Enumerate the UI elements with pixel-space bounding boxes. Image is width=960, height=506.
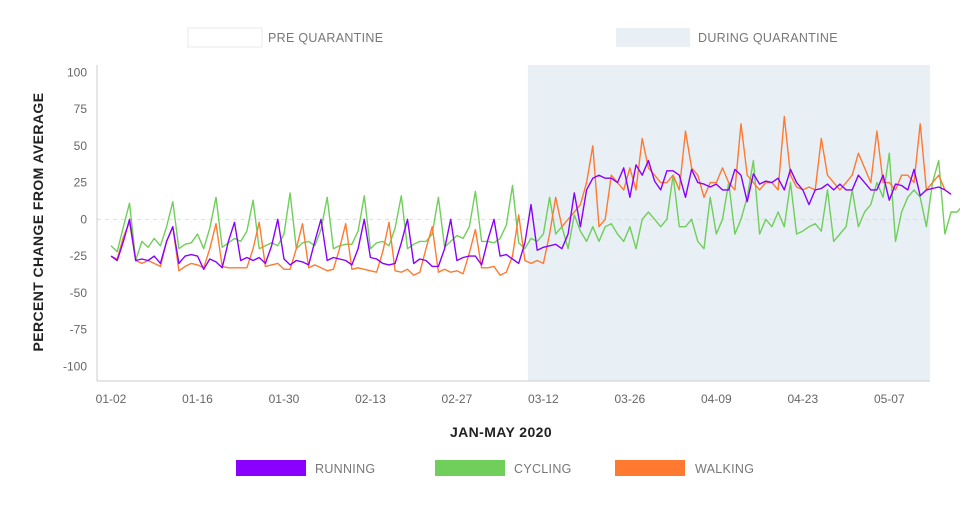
legend-swatch-during-quarantine: [616, 28, 690, 47]
y-tick-label: 50: [74, 139, 88, 153]
quarantine-shaded-region: [527, 65, 930, 381]
y-tick-label: -100: [63, 359, 87, 373]
plot-area: [96, 65, 960, 382]
y-tick-label: -25: [70, 249, 88, 263]
legend-label-running: RUNNING: [315, 462, 375, 476]
y-axis-ticks: 100 75 50 25 0 -25 -50 -75 -100: [63, 65, 87, 373]
legend-label-during-quarantine: DURING QUARANTINE: [698, 31, 838, 45]
x-tick-label: 04-23: [787, 392, 818, 406]
y-tick-label: 75: [74, 102, 88, 116]
legend-swatch-cycling: [435, 460, 505, 476]
y-tick-label: -75: [70, 323, 88, 337]
series-line-cycling: [110, 152, 960, 262]
x-tick-label: 04-09: [701, 392, 732, 406]
legend-label-pre-quarantine: PRE QUARANTINE: [268, 31, 383, 45]
legend-swatch-running: [236, 460, 306, 476]
x-tick-label: 03-12: [528, 392, 559, 406]
y-tick-label: 25: [74, 176, 88, 190]
legend-swatch-pre-quarantine: [187, 27, 263, 48]
y-axis-title: PERCENT CHANGE FROM AVERAGE: [30, 93, 46, 352]
x-tick-label: 01-30: [269, 392, 300, 406]
legend-swatch-walking: [615, 460, 685, 476]
x-tick-label: 02-13: [355, 392, 386, 406]
x-tick-label: 01-02: [96, 392, 127, 406]
y-tick-label: 0: [80, 212, 87, 226]
series-lines: [110, 115, 960, 276]
legend-label-walking: WALKING: [695, 462, 754, 476]
y-tick-label: 100: [67, 65, 87, 79]
legend-label-cycling: CYCLING: [514, 462, 572, 476]
x-axis-title: JAN-MAY 2020: [450, 424, 552, 440]
series-line-running: [110, 159, 952, 270]
x-tick-label: 03-26: [615, 392, 646, 406]
y-tick-label: -50: [70, 286, 88, 300]
x-tick-label: 05-07: [874, 392, 905, 406]
x-tick-label: 01-16: [182, 392, 213, 406]
x-axis-ticks: 01-02 01-16 01-30 02-13 02-27 03-12 03-26 04-09…: [96, 392, 905, 406]
x-tick-label: 02-27: [442, 392, 473, 406]
